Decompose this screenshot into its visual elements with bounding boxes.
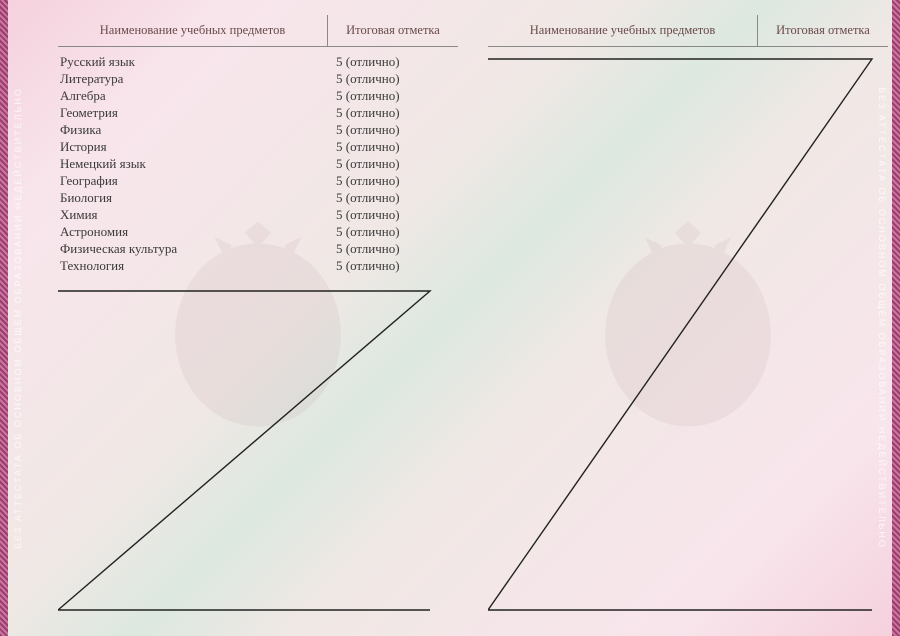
subject-grade: 5 (отлично) (328, 138, 458, 155)
z-strike-mark-right (488, 15, 888, 625)
subject-row: Химия5 (отлично) (58, 206, 458, 223)
subject-grade: 5 (отлично) (328, 87, 458, 104)
header-grade-label: Итоговая отметка (758, 15, 888, 46)
subject-name: Астрономия (58, 223, 328, 240)
side-watermark-left: БЕЗ АТТЕСТАТА ОБ ОСНОВНОМ ОБЩЕМ ОБРАЗОВА… (13, 87, 23, 549)
table-header-left: Наименование учебных предметов Итоговая … (58, 15, 458, 47)
subject-row: Астрономия5 (отлично) (58, 223, 458, 240)
subject-row: Биология5 (отлично) (58, 189, 458, 206)
subject-name: Технология (58, 257, 328, 274)
subject-grade: 5 (отлично) (328, 155, 458, 172)
subject-name: Геометрия (58, 104, 328, 121)
subject-grade: 5 (отлично) (328, 257, 458, 274)
subject-row: Русский язык5 (отлично) (58, 53, 458, 70)
subject-name: Физическая культура (58, 240, 328, 257)
subject-row: История5 (отлично) (58, 138, 458, 155)
subject-grade: 5 (отлично) (328, 206, 458, 223)
header-subject-label: Наименование учебных предметов (58, 15, 328, 46)
subject-name: Литература (58, 70, 328, 87)
subject-grade: 5 (отлично) (328, 70, 458, 87)
subject-name: Немецкий язык (58, 155, 328, 172)
subject-row: География5 (отлично) (58, 172, 458, 189)
subject-grade: 5 (отлично) (328, 104, 458, 121)
subject-grade: 5 (отлично) (328, 223, 458, 240)
subject-grade: 5 (отлично) (328, 240, 458, 257)
header-subject-label: Наименование учебных предметов (488, 15, 758, 46)
header-grade-label: Итоговая отметка (328, 15, 458, 46)
ornamental-border-right (892, 0, 900, 636)
subject-row: Физика5 (отлично) (58, 121, 458, 138)
certificate-page-left: Наименование учебных предметов Итоговая … (58, 15, 458, 620)
subject-row: Алгебра5 (отлично) (58, 87, 458, 104)
subject-grade: 5 (отлично) (328, 172, 458, 189)
subject-row: Немецкий язык5 (отлично) (58, 155, 458, 172)
subject-grade: 5 (отлично) (328, 121, 458, 138)
subject-name: Русский язык (58, 53, 328, 70)
subject-row: Геометрия5 (отлично) (58, 104, 458, 121)
table-header-right: Наименование учебных предметов Итоговая … (488, 15, 888, 47)
coat-of-arms-watermark (578, 215, 798, 455)
subject-name: Химия (58, 206, 328, 223)
subject-grade: 5 (отлично) (328, 189, 458, 206)
subject-row: Технология5 (отлично) (58, 257, 458, 274)
subject-name: Алгебра (58, 87, 328, 104)
subject-row: Физическая культура5 (отлично) (58, 240, 458, 257)
subject-name: Физика (58, 121, 328, 138)
ornamental-border-left (0, 0, 8, 636)
subject-name: География (58, 172, 328, 189)
subject-name: История (58, 138, 328, 155)
subject-rows-left: Русский язык5 (отлично)Литература5 (отли… (58, 53, 458, 274)
subject-grade: 5 (отлично) (328, 53, 458, 70)
subject-row: Литература5 (отлично) (58, 70, 458, 87)
subject-name: Биология (58, 189, 328, 206)
certificate-page-right: Наименование учебных предметов Итоговая … (488, 15, 888, 620)
